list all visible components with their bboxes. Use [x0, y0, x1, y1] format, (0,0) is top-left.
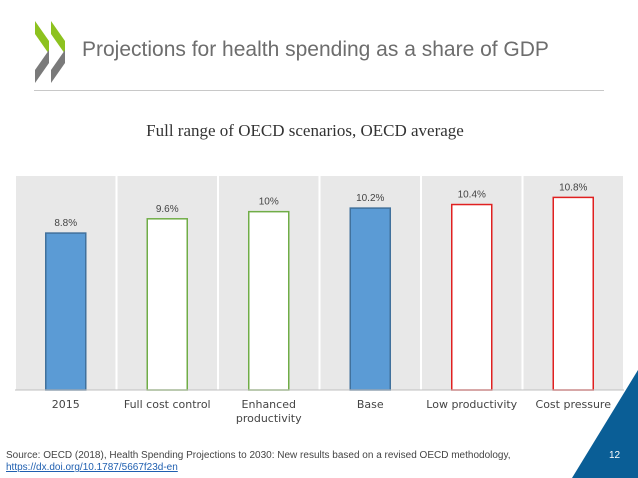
slide-title: Projections for health spending as a sha…: [82, 38, 549, 61]
source-note: Source: OECD (2018), Health Spending Pro…: [6, 450, 638, 474]
x-tick-label: productivity: [236, 412, 302, 425]
bar: [552, 196, 594, 391]
data-label: 10.8%: [559, 182, 587, 193]
x-tick-label: Cost pressure: [536, 398, 612, 411]
data-label: 10.2%: [356, 193, 384, 204]
page-number: 12: [609, 450, 621, 461]
data-label: 10%: [259, 197, 279, 208]
oecd-logo: [35, 21, 65, 83]
x-tick-label: Full cost control: [124, 398, 211, 411]
source-text: Source: OECD (2018), Health Spending Pro…: [6, 450, 511, 461]
data-label: 10.4%: [458, 190, 486, 201]
source-link[interactable]: https://dx.doi.org/10.1787/5667f23d-en: [6, 462, 178, 473]
bar: [45, 232, 87, 391]
title-divider: [34, 90, 604, 91]
x-tick-label: Base: [357, 398, 384, 411]
data-label: 8.8%: [54, 218, 77, 229]
bar: [146, 218, 188, 391]
data-label: 9.6%: [156, 204, 179, 215]
bar-chart: 8.8% 2015 9.6% Full cost control 10% Enhanced…: [15, 176, 624, 425]
x-tick-label: Low productivity: [426, 398, 517, 411]
bar: [451, 203, 493, 391]
x-tick-label: Enhanced: [242, 398, 296, 411]
chart-title: Full range of OECD scenarios, OECD avera…: [146, 121, 464, 140]
x-tick-label: 2015: [52, 398, 80, 411]
